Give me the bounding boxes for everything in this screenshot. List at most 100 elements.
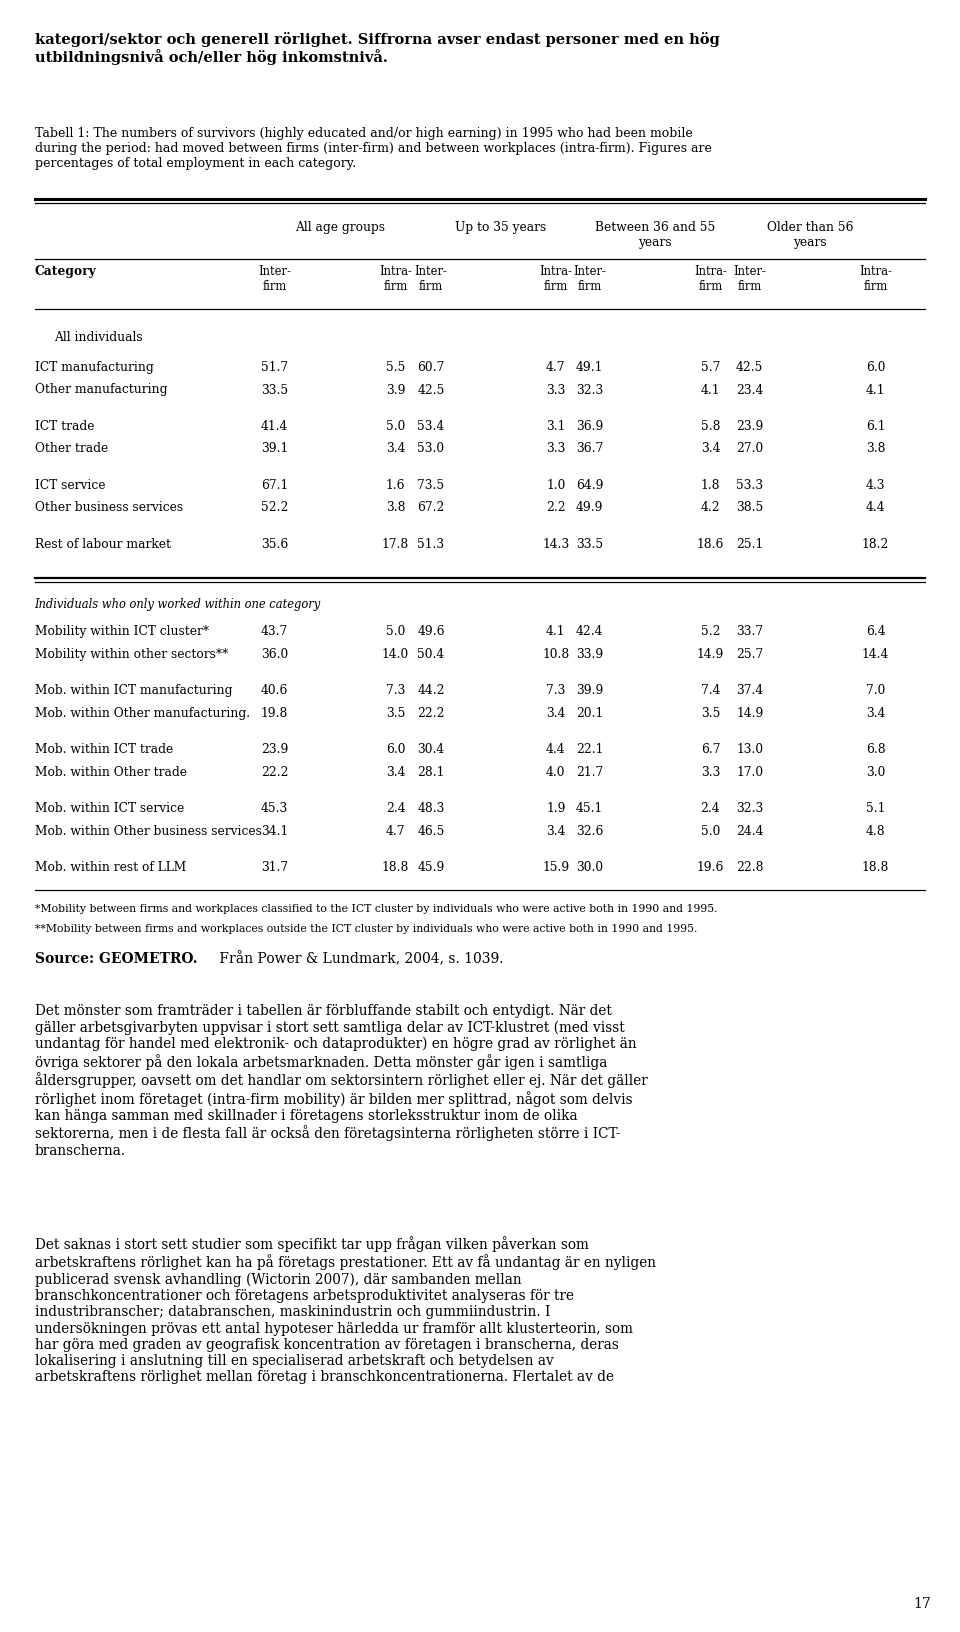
Text: 51.3: 51.3 [418,539,444,552]
Text: 3.1: 3.1 [546,419,565,432]
Text: 3.3: 3.3 [546,384,565,397]
Text: 20.1: 20.1 [576,707,603,720]
Text: 2.4: 2.4 [386,803,405,816]
Text: 19.8: 19.8 [261,707,288,720]
Text: Source: GEOMETRO.: Source: GEOMETRO. [35,951,197,966]
Text: ICT service: ICT service [35,480,105,491]
Text: 3.4: 3.4 [386,442,405,455]
Text: 5.0: 5.0 [386,625,405,638]
Text: 45.9: 45.9 [418,862,444,875]
Text: 23.4: 23.4 [736,384,763,397]
Text: 5.7: 5.7 [701,361,720,374]
Text: 36.0: 36.0 [261,648,288,661]
Text: 43.7: 43.7 [261,625,288,638]
Text: 22.8: 22.8 [736,862,763,875]
Text: 39.1: 39.1 [261,442,288,455]
Text: 25.7: 25.7 [736,648,763,661]
Text: 6.0: 6.0 [866,361,885,374]
Text: 42.5: 42.5 [418,384,444,397]
Text: Intra-
firm: Intra- firm [694,264,727,294]
Text: 7.3: 7.3 [546,684,565,697]
Text: 73.5: 73.5 [418,480,444,491]
Text: 67.2: 67.2 [418,501,444,514]
Text: 5.0: 5.0 [386,419,405,432]
Text: 28.1: 28.1 [418,765,444,778]
Text: 6.1: 6.1 [866,419,885,432]
Text: 4.1: 4.1 [546,625,565,638]
Text: 48.3: 48.3 [418,803,444,816]
Text: 4.7: 4.7 [546,361,565,374]
Text: Older than 56
years: Older than 56 years [767,220,853,250]
Text: Det saknas i stort sett studier som specifikt tar upp frågan vilken påverkan som: Det saknas i stort sett studier som spec… [35,1235,656,1384]
Text: 3.3: 3.3 [701,765,720,778]
Text: 17.8: 17.8 [382,539,409,552]
Text: Tabell 1: The numbers of survivors (highly educated and/or high earning) in 1995: Tabell 1: The numbers of survivors (high… [35,127,711,170]
Text: 41.4: 41.4 [261,419,288,432]
Text: Intra-
firm: Intra- firm [540,264,572,294]
Text: 22.2: 22.2 [418,707,444,720]
Text: Mob. within ICT manufacturing: Mob. within ICT manufacturing [35,684,232,697]
Text: 36.7: 36.7 [576,442,603,455]
Text: Rest of labour market: Rest of labour market [35,539,171,552]
Text: 21.7: 21.7 [576,765,603,778]
Text: 2.2: 2.2 [546,501,565,514]
Text: 14.9: 14.9 [697,648,724,661]
Text: 27.0: 27.0 [736,442,763,455]
Text: Mob. within ICT trade: Mob. within ICT trade [35,744,173,757]
Text: 7.3: 7.3 [386,684,405,697]
Text: 40.6: 40.6 [261,684,288,697]
Text: 15.9: 15.9 [542,862,569,875]
Text: 4.4: 4.4 [866,501,885,514]
Text: 33.5: 33.5 [261,384,288,397]
Text: Det mönster som framträder i tabellen är förbluffande stabilt och entydigt. När : Det mönster som framträder i tabellen är… [35,1004,647,1157]
Text: 1.0: 1.0 [546,480,565,491]
Text: 31.7: 31.7 [261,862,288,875]
Text: 2.4: 2.4 [701,803,720,816]
Text: 36.9: 36.9 [576,419,603,432]
Text: 49.9: 49.9 [576,501,603,514]
Text: 4.3: 4.3 [866,480,885,491]
Text: 50.4: 50.4 [418,648,444,661]
Text: 6.0: 6.0 [386,744,405,757]
Text: 17.0: 17.0 [736,765,763,778]
Text: 64.9: 64.9 [576,480,603,491]
Text: 3.4: 3.4 [546,707,565,720]
Text: Between 36 and 55
years: Between 36 and 55 years [594,220,715,250]
Text: 13.0: 13.0 [736,744,763,757]
Text: *Mobility between firms and workplaces classified to the ICT cluster by individu: *Mobility between firms and workplaces c… [35,904,717,914]
Text: 35.6: 35.6 [261,539,288,552]
Text: 39.9: 39.9 [576,684,603,697]
Text: **Mobility between firms and workplaces outside the ICT cluster by individuals w: **Mobility between firms and workplaces … [35,924,697,934]
Text: Up to 35 years: Up to 35 years [454,220,546,233]
Text: 5.2: 5.2 [701,625,720,638]
Text: 44.2: 44.2 [418,684,444,697]
Text: 22.1: 22.1 [576,744,603,757]
Text: 5.8: 5.8 [701,419,720,432]
Text: Other trade: Other trade [35,442,108,455]
Text: 4.0: 4.0 [546,765,565,778]
Text: 42.4: 42.4 [576,625,603,638]
Text: Mob. within Other trade: Mob. within Other trade [35,765,186,778]
Text: Mobility within other sectors**: Mobility within other sectors** [35,648,228,661]
Text: 5.5: 5.5 [386,361,405,374]
Text: 45.1: 45.1 [576,803,603,816]
Text: Category: Category [35,264,96,277]
Text: 49.1: 49.1 [576,361,603,374]
Text: 1.6: 1.6 [386,480,405,491]
Text: 23.9: 23.9 [261,744,288,757]
Text: All age groups: All age groups [295,220,385,233]
Text: 22.2: 22.2 [261,765,288,778]
Text: 18.8: 18.8 [382,862,409,875]
Text: 3.4: 3.4 [866,707,885,720]
Text: Inter-
firm: Inter- firm [733,264,766,294]
Text: 3.4: 3.4 [546,826,565,837]
Text: 4.4: 4.4 [546,744,565,757]
Text: 37.4: 37.4 [736,684,763,697]
Text: 10.8: 10.8 [542,648,569,661]
Text: Inter-
firm: Inter- firm [573,264,606,294]
Text: 25.1: 25.1 [736,539,763,552]
Text: 3.4: 3.4 [701,442,720,455]
Text: 60.7: 60.7 [418,361,444,374]
Text: 14.0: 14.0 [382,648,409,661]
Text: Mobility within ICT cluster*: Mobility within ICT cluster* [35,625,208,638]
